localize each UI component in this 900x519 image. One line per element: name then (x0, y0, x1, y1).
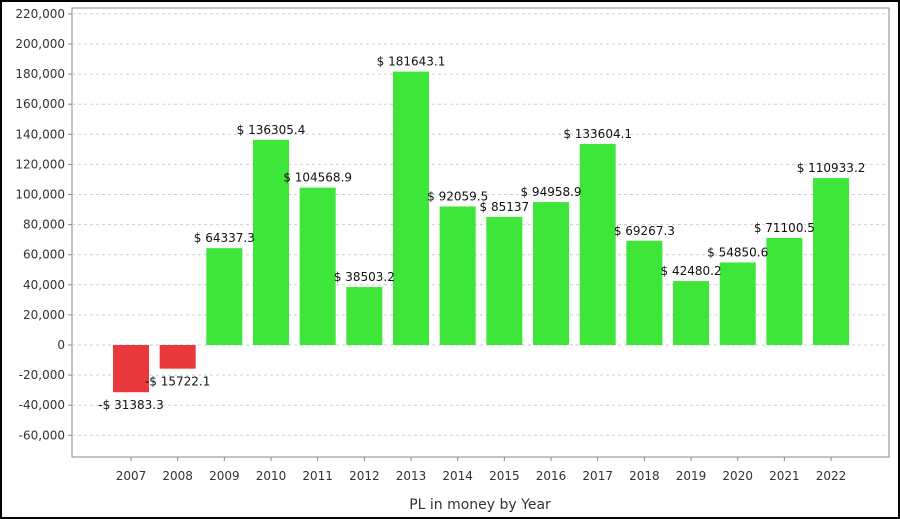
data-labels: -$ 31383.3 -$ 15722.1 $ 64337.3 $ 136305.4 $… (98, 55, 865, 413)
x-tick-label: 2008 (162, 469, 193, 483)
data-label: $ 133604.1 (563, 127, 632, 141)
bar-2020 (719, 262, 756, 345)
bar-2018 (626, 240, 663, 345)
bar-2008 (159, 345, 196, 369)
y-tick-label: 120,000 (15, 157, 65, 171)
x-tick-label: 2014 (442, 469, 473, 483)
x-axis-title: PL in money by Year (409, 497, 551, 513)
y-tick-label: 220,000 (15, 7, 65, 21)
data-label: $ 69267.3 (614, 224, 675, 238)
data-label: $ 42480.2 (661, 264, 722, 278)
bars (113, 71, 850, 393)
data-label: $ 54850.6 (707, 245, 768, 259)
bar-2021 (766, 237, 803, 345)
y-tick-label: 100,000 (15, 188, 65, 202)
data-label: $ 110933.2 (797, 161, 866, 175)
x-axis-ticks: 2007 2008 2009 2010 2011 2012 2013 2014 2015 2016… (116, 457, 847, 483)
bar-2011 (299, 187, 336, 345)
y-axis-ticks: 220,000 200,000 180,000 160,000 140,000 120,0… (15, 7, 72, 442)
y-tick-label: 20,000 (23, 308, 65, 322)
x-tick-label: 2013 (396, 469, 427, 483)
x-tick-label: 2015 (489, 469, 520, 483)
bar-2010 (253, 139, 290, 345)
bar-2013 (393, 71, 430, 345)
y-tick-label: 0 (57, 338, 65, 352)
bar-2012 (346, 287, 383, 345)
y-tick-label: -20,000 (19, 368, 65, 382)
y-tick-label: 40,000 (23, 278, 65, 292)
plot-area (71, 7, 890, 458)
bar-2014 (439, 206, 476, 345)
bar-2019 (673, 281, 710, 345)
data-label: $ 38503.2 (334, 270, 395, 284)
data-label: -$ 15722.1 (145, 375, 210, 389)
data-label: $ 94958.9 (520, 185, 581, 199)
bar-2009 (206, 248, 243, 345)
x-tick-label: 2019 (676, 469, 707, 483)
bar-2022 (813, 178, 850, 345)
x-tick-label: 2016 (536, 469, 567, 483)
y-tick-label: -60,000 (19, 428, 65, 442)
x-tick-label: 2020 (722, 469, 753, 483)
data-label: $ 92059.5 (427, 189, 488, 203)
data-label: $ 136305.4 (237, 123, 306, 137)
data-label: $ 64337.3 (194, 231, 255, 245)
y-tick-label: 160,000 (15, 97, 65, 111)
y-tick-label: 80,000 (23, 218, 65, 232)
bar-2017 (579, 143, 616, 345)
x-tick-label: 2012 (349, 469, 380, 483)
x-tick-label: 2009 (209, 469, 240, 483)
x-tick-label: 2010 (256, 469, 287, 483)
y-tick-label: 180,000 (15, 67, 65, 81)
data-label: $ 104568.9 (283, 171, 352, 185)
y-tick-label: 140,000 (15, 127, 65, 141)
bar-2007 (113, 345, 149, 393)
x-tick-label: 2017 (582, 469, 613, 483)
bar-2015 (486, 216, 523, 345)
y-tick-label: 200,000 (15, 37, 65, 51)
y-tick-label: -40,000 (19, 398, 65, 412)
data-label: $ 71100.5 (754, 221, 815, 235)
bar-2016 (533, 202, 570, 345)
data-label: -$ 31383.3 (98, 398, 163, 412)
data-label: $ 85137 (480, 200, 530, 214)
y-tick-label: 60,000 (23, 248, 65, 262)
x-tick-label: 2021 (769, 469, 800, 483)
data-label: $ 181643.1 (377, 55, 446, 69)
x-tick-label: 2011 (302, 469, 333, 483)
x-tick-label: 2022 (816, 469, 847, 483)
x-tick-label: 2018 (629, 469, 660, 483)
x-tick-label: 2007 (116, 469, 147, 483)
